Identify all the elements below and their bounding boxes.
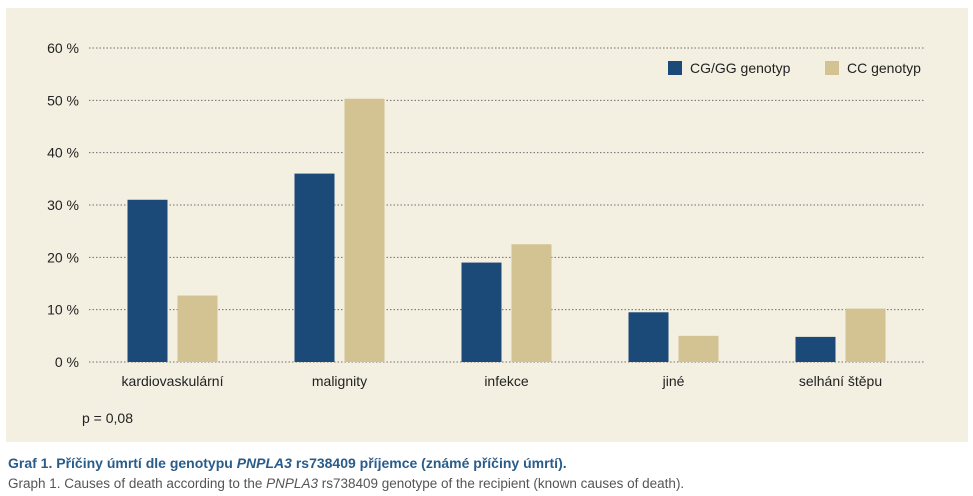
y-tick-label: 40 % bbox=[47, 145, 79, 161]
y-tick-label: 20 % bbox=[47, 249, 79, 265]
bar bbox=[678, 335, 719, 362]
y-tick-label: 0 % bbox=[55, 354, 79, 370]
caption-english-suffix: rs738409 genotype of the recipient (know… bbox=[317, 476, 685, 491]
x-category-label: jiné bbox=[662, 373, 685, 389]
legend-swatch bbox=[825, 61, 839, 75]
caption-english-prefix: Graph 1. Causes of death according to th… bbox=[8, 476, 267, 491]
legend-label: CG/GG genotyp bbox=[690, 60, 791, 76]
x-category-label: malignity bbox=[312, 373, 367, 389]
bar bbox=[845, 308, 886, 362]
x-category-label: infekce bbox=[484, 373, 529, 389]
caption-czech-prefix: Graf 1. Příčiny úmrtí dle genotypu bbox=[8, 455, 237, 471]
caption-czech: Graf 1. Příčiny úmrtí dle genotypu PNPLA… bbox=[8, 455, 567, 471]
x-category-label: selhání štěpu bbox=[799, 373, 882, 389]
y-tick-label: 30 % bbox=[47, 197, 79, 213]
bar bbox=[628, 312, 669, 362]
bar bbox=[511, 244, 552, 362]
legend-label: CC genotyp bbox=[847, 60, 921, 76]
y-tick-label: 60 % bbox=[47, 40, 79, 56]
caption-czech-suffix: rs738409 příjemce (známé příčiny úmrtí). bbox=[291, 455, 567, 471]
bar bbox=[294, 173, 335, 362]
caption-english-gene: PNPLA3 bbox=[266, 476, 318, 491]
bar bbox=[795, 336, 836, 362]
y-tick-label: 10 % bbox=[47, 302, 79, 318]
bar bbox=[461, 262, 502, 362]
caption-czech-gene: PNPLA3 bbox=[236, 455, 292, 471]
bar bbox=[127, 199, 168, 362]
y-tick-label: 50 % bbox=[47, 92, 79, 108]
chart-panel: 0 % 10 % 20 % 30 % 40 % 50 % 60 % kardiovaskulá… bbox=[6, 8, 968, 442]
bar-chart: 0 % 10 % 20 % 30 % 40 % 50 % 60 % kardiovaskulá… bbox=[47, 40, 924, 389]
caption-english: Graph 1. Causes of death according to th… bbox=[8, 476, 684, 491]
p-value-note: p = 0,08 bbox=[82, 410, 133, 426]
bar bbox=[177, 295, 218, 362]
x-category-label: kardiovaskulární bbox=[122, 373, 224, 389]
legend-swatch bbox=[668, 61, 682, 75]
bar bbox=[344, 98, 385, 362]
